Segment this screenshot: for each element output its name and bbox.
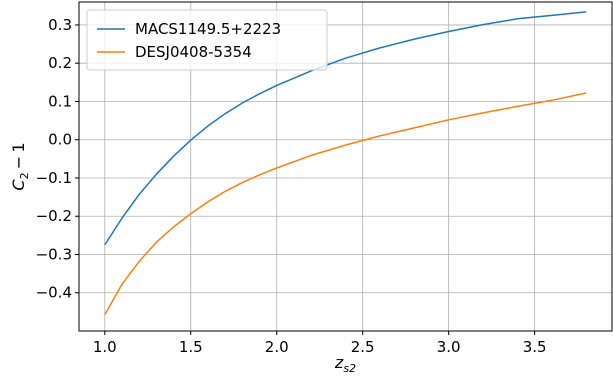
legend-label: DESJ0408-5354 [135, 43, 252, 61]
svg-text:zs2: zs2 [334, 353, 356, 375]
x-tick-label: 1.0 [93, 338, 117, 356]
x-tick-label: 2.0 [265, 338, 289, 356]
x-tick-label: 2.5 [351, 338, 375, 356]
y-tick-label: 0.3 [48, 16, 72, 34]
y-axis-label-subscript: 2 [18, 172, 31, 179]
axis-ticks: 1.0 1.5 2.0 2.5 3.0 3.5 0.3 0.2 0.1 0.0 −0.1 −0.2 −0… [36, 16, 547, 356]
plot-frame [78, 1, 613, 332]
series-line-0 [104, 11, 587, 246]
x-tick-label: 1.5 [179, 338, 203, 356]
y-tick-label: 0.2 [48, 54, 72, 72]
y-tick-label: 0.1 [48, 92, 72, 110]
legend-box [86, 9, 328, 71]
y-tick-label: −0.1 [36, 169, 72, 187]
y-axis-label-main: C [9, 179, 28, 191]
x-axis-label-main: z [334, 353, 344, 372]
y-tick-label: −0.4 [36, 284, 72, 302]
legend: MACS1149.5+2223 DESJ0408-5354 [86, 9, 328, 71]
svg-text:C2 − 1: C2 − 1 [9, 142, 31, 190]
series-lines [104, 11, 587, 315]
y-tick-label: −0.2 [36, 207, 72, 225]
y-axis-label-suffix: − 1 [9, 142, 28, 172]
x-tick-label: 3.5 [523, 338, 547, 356]
y-tick-label: −0.3 [36, 245, 72, 263]
x-axis-label: zs2 [334, 353, 356, 375]
x-axis-label-subscript: s2 [343, 362, 356, 375]
y-axis-label: C2 − 1 [9, 142, 31, 190]
legend-label: MACS1149.5+2223 [135, 20, 281, 38]
y-tick-label: 0.0 [48, 131, 72, 149]
series-line-1 [104, 92, 587, 315]
x-tick-label: 3.0 [437, 338, 461, 356]
grid [79, 2, 612, 331]
